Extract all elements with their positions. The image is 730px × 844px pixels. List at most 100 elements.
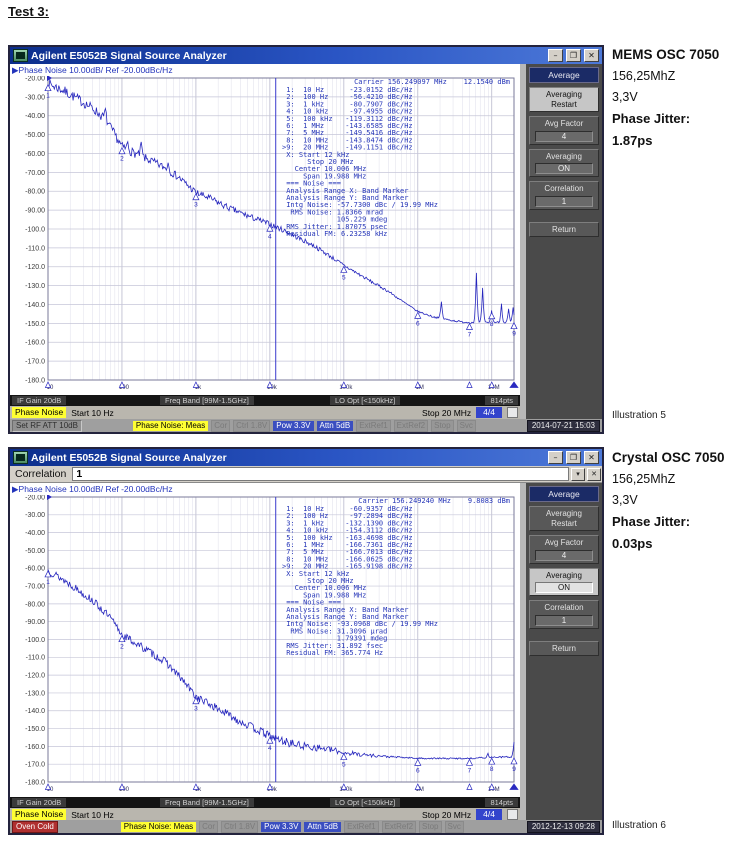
- svg-text:X: Start 12 kHz: X: Start 12 kHz: [282, 151, 349, 159]
- svg-text:2: 100 Hz -56.4210 dBc/Hz: 2: 100 Hz -56.4210 dBc/Hz: [282, 93, 413, 101]
- softkey-averaging[interactable]: Averaging ON: [529, 148, 599, 177]
- svg-text:>9: 20 MHz -149.1151 dBc/H: >9: 20 MHz -149.1151 dBc/Hz: [282, 144, 413, 152]
- status-phase-noise-meas: Phase Noise: Meas: [120, 821, 197, 832]
- softkey-menu-title: Average: [529, 486, 599, 502]
- lo-opt-label: LO Opt [<150kHz]: [330, 798, 401, 807]
- status-cor: Cor: [199, 820, 219, 833]
- svg-text:105.229 mdeg: 105.229 mdeg: [282, 216, 387, 224]
- minimize-icon[interactable]: –: [548, 451, 563, 464]
- softkey-label: Averaging: [546, 570, 582, 580]
- annotation-frequency: 156,25MhZ: [612, 69, 676, 83]
- mode-chip: Phase Noise: [12, 407, 67, 418]
- softkey-label: Avg Factor: [544, 119, 584, 128]
- status-attn-5db: Attn 5dB: [304, 821, 342, 832]
- close-icon[interactable]: ✕: [584, 451, 599, 464]
- svg-text:=== Noise ===: === Noise ===: [282, 180, 341, 188]
- svg-text:-90.00: -90.00: [25, 619, 45, 626]
- softkey-averaging-restart[interactable]: Averaging Restart: [529, 87, 599, 112]
- svg-text:=== Noise ===: === Noise ===: [282, 599, 341, 607]
- correlation-entry-field[interactable]: 1: [72, 467, 569, 481]
- svg-text:100: 100: [119, 385, 130, 391]
- svg-text:RMS Jitter: 31.892 fsec: RMS Jitter: 31.892 fsec: [282, 642, 383, 650]
- svg-text:-70.00: -70.00: [25, 170, 45, 177]
- svg-text:6: 1 MHz -143.6585 dBc/Hz: 6: 1 MHz -143.6585 dBc/Hz: [282, 122, 413, 130]
- annotation-crystal: Crystal OSC 7050 156,25MhZ 3,3V Phase Ji…: [612, 450, 730, 558]
- annotation-voltage: 3,3V: [612, 90, 638, 104]
- annotation-title: MEMS OSC 7050: [612, 47, 720, 62]
- softkey-avg-factor[interactable]: Avg Factor 4: [529, 116, 599, 145]
- status-oven-cold: Oven Cold: [12, 820, 58, 833]
- svg-text:4: 10 kHz -154.3112 dBc/Hz: 4: 10 kHz -154.3112 dBc/Hz: [282, 527, 413, 535]
- softkey-label: Return: [551, 224, 576, 234]
- start-label: Start 10 Hz: [71, 407, 114, 418]
- window-titlebar[interactable]: Agilent E5052B Signal Source Analyzer – …: [10, 47, 602, 64]
- close-icon[interactable]: ✕: [584, 49, 599, 62]
- svg-text:-70.00: -70.00: [25, 583, 45, 590]
- svg-text:-20.00: -20.00: [25, 495, 45, 501]
- status-2012-12-13-09-28: 2012-12-13 09:28: [526, 820, 601, 833]
- correlation-entry-label: Correlation: [15, 468, 67, 480]
- points-label: 814pts: [485, 798, 518, 807]
- svg-text:Analysis Range Y: Band Marker: Analysis Range Y: Band Marker: [282, 613, 408, 621]
- softkey-return[interactable]: Return: [529, 221, 599, 237]
- softkey-label: Avg Factor: [544, 538, 584, 547]
- softkey-label: Averaging: [546, 151, 582, 161]
- restore-icon[interactable]: ❐: [566, 451, 581, 464]
- annotation-jitter-value: 1.87ps: [612, 133, 653, 148]
- svg-text:1k: 1k: [195, 787, 202, 793]
- svg-text:7: 7: [468, 767, 472, 774]
- svg-text:Span 19.988 MHz: Span 19.988 MHz: [282, 172, 366, 180]
- graph-area: ▶Phase Noise 10.00dB/ Ref -20.00dBc/Hz -…: [10, 483, 520, 821]
- svg-text:4: 10 kHz -97.4955 dBc/Hz: 4: 10 kHz -97.4955 dBc/Hz: [282, 108, 413, 116]
- status-set-rf-att-10db: Set RF ATT 10dB: [12, 419, 82, 432]
- svg-text:Analysis Range Y: Band Marker: Analysis Range Y: Band Marker: [282, 194, 408, 202]
- svg-text:Carrier 156.249097 MHz 12.1: Carrier 156.249097 MHz 12.1540 dBm: [354, 78, 510, 86]
- phase-noise-chart[interactable]: -20.00 -30.00 -40.00 -50.00 -60.00 -70.00 -80.…: [10, 495, 520, 797]
- document-heading: Test 3:: [8, 4, 49, 19]
- status-ctrl-1-8v: Ctrl 1.8V: [233, 419, 271, 432]
- softkey-label: Correlation: [544, 184, 584, 193]
- svg-text:Residual FM: 365.774 Hz: Residual FM: 365.774 Hz: [282, 649, 383, 657]
- stop-label: Stop 20 MHz: [422, 407, 472, 418]
- softkey-value: ON: [535, 582, 593, 593]
- status-extref2: ExtRef2: [381, 820, 417, 833]
- annotation-jitter-label: Phase Jitter:: [612, 111, 691, 126]
- svg-text:-40.00: -40.00: [25, 113, 45, 120]
- phase-noise-chart[interactable]: -20.00 -30.00 -40.00 -50.00 -60.00 -70.00 -80.…: [10, 76, 520, 395]
- svg-text:Carrier 156.249240 MHz 9.80: Carrier 156.249240 MHz 9.8083 dBm: [358, 497, 510, 505]
- minimize-icon[interactable]: –: [548, 49, 563, 62]
- svg-text:6: 6: [416, 320, 420, 327]
- svg-text:-30.00: -30.00: [25, 94, 45, 101]
- softkey-gap: [529, 214, 599, 218]
- svg-text:1M: 1M: [416, 787, 424, 793]
- status-svc: Svc: [444, 820, 464, 833]
- spinner-icon[interactable]: ▾: [571, 467, 585, 481]
- svg-text:9: 9: [512, 766, 516, 773]
- annotation-mems: MEMS OSC 7050 156,25MhZ 3,3V Phase Jitte…: [612, 47, 730, 155]
- app-icon-screen: [16, 52, 25, 59]
- svg-text:6: 6: [416, 767, 420, 774]
- svg-text:7: 5 MHz -149.5416 dBc/Hz: 7: 5 MHz -149.5416 dBc/Hz: [282, 129, 413, 137]
- softkey-correlation[interactable]: Correlation 1: [529, 600, 599, 629]
- window-titlebar[interactable]: Agilent E5052B Signal Source Analyzer – …: [10, 449, 602, 466]
- restore-icon[interactable]: ❐: [566, 49, 581, 62]
- softkey-averaging[interactable]: Averaging ON: [529, 567, 599, 596]
- svg-text:3: 1 kHz -132.1390 dBc/Hz: 3: 1 kHz -132.1390 dBc/Hz: [282, 519, 413, 527]
- softkey-label: Averaging Restart: [546, 509, 582, 528]
- softkey-value: 4: [535, 130, 593, 142]
- status-pow-3-3v: Pow 3.3V: [261, 821, 302, 832]
- status-2014-07-21-15-03: 2014-07-21 15:03: [526, 419, 601, 432]
- softkey-return[interactable]: Return: [529, 640, 599, 656]
- analyzer-window-mems: Agilent E5052B Signal Source Analyzer – …: [8, 45, 604, 434]
- softkey-avg-factor[interactable]: Avg Factor 4: [529, 535, 599, 564]
- svg-text:-30.00: -30.00: [25, 512, 45, 519]
- softkey-averaging-restart[interactable]: Averaging Restart: [529, 506, 599, 531]
- svg-text:10: 10: [47, 787, 54, 793]
- svg-text:1: 10 Hz -60.9357 dBc/Hz: 1: 10 Hz -60.9357 dBc/Hz: [282, 505, 413, 513]
- svg-text:-180.0: -180.0: [25, 377, 45, 384]
- softkey-correlation[interactable]: Correlation 1: [529, 181, 599, 210]
- entry-close-icon[interactable]: ✕: [587, 467, 601, 481]
- annotation-frequency: 156,25MhZ: [612, 472, 676, 486]
- window-title: Agilent E5052B Signal Source Analyzer: [31, 451, 227, 464]
- svg-text:-60.00: -60.00: [25, 151, 45, 158]
